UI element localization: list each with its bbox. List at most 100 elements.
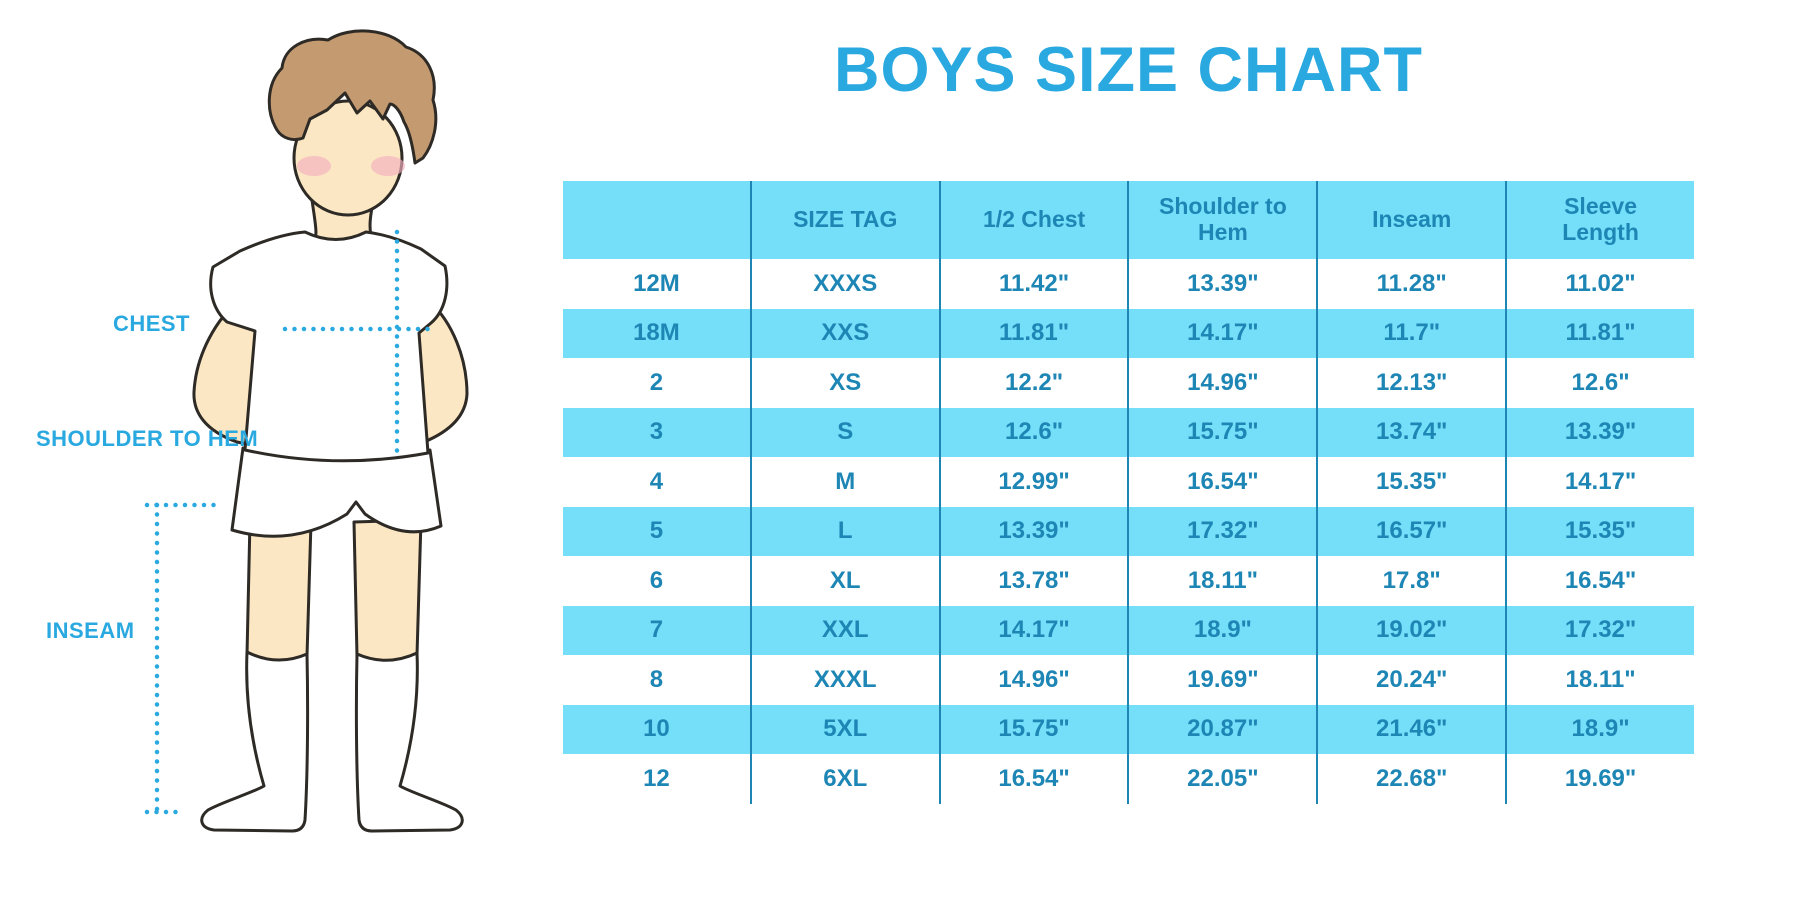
table-cell: 13.39" bbox=[938, 506, 1128, 556]
table-cell: 15.35" bbox=[1316, 457, 1505, 507]
table-header-cell bbox=[563, 181, 750, 259]
table-cell: 21.46" bbox=[1316, 704, 1505, 754]
table-cell: 18.11" bbox=[1127, 556, 1316, 606]
table-cell: 14.96" bbox=[938, 655, 1128, 705]
table-cell: 18.11" bbox=[1505, 655, 1694, 705]
table-cell: 12.99" bbox=[938, 457, 1128, 507]
boy-right-knee bbox=[352, 518, 423, 664]
table-cell: 6XL bbox=[749, 754, 939, 804]
table-header-cell: SIZE TAG bbox=[749, 181, 939, 259]
table-cell: 20.87" bbox=[1127, 704, 1316, 754]
table-cell: 13.39" bbox=[1127, 259, 1316, 309]
table-cell: M bbox=[749, 457, 939, 507]
table-cell: 20.24" bbox=[1316, 655, 1505, 705]
table-cell: 5 bbox=[649, 517, 664, 545]
table-cell: 13.39" bbox=[1505, 407, 1694, 457]
table-cell: 7 bbox=[649, 616, 664, 644]
table-cell: 17.32" bbox=[1505, 605, 1694, 655]
inseam-label: INSEAM bbox=[46, 618, 135, 643]
table-cell: 10 bbox=[643, 715, 670, 743]
table-cell: 18M bbox=[633, 319, 680, 347]
table-cell: 12.6" bbox=[1505, 358, 1694, 408]
table-cell: 5XL bbox=[749, 704, 939, 754]
table-cell: 18.9" bbox=[1127, 605, 1316, 655]
table-cell: 19.69" bbox=[1505, 754, 1694, 804]
boy-face bbox=[292, 99, 404, 217]
table-cell: 11.42" bbox=[938, 259, 1128, 309]
boy-left-cheek bbox=[297, 156, 331, 176]
table-cell: XS bbox=[749, 358, 939, 408]
table-header-cell: 1/2 Chest bbox=[938, 181, 1128, 259]
table-cell: 11.28" bbox=[1316, 259, 1505, 309]
size-row-2: 2 XS 12.2" 14.96" 12.13" 12.6" bbox=[563, 358, 1694, 408]
table-cell: 19.69" bbox=[1127, 655, 1316, 705]
table-cell: XXS bbox=[749, 308, 939, 358]
table-cell: 17.32" bbox=[1127, 506, 1316, 556]
boy-left-sock bbox=[200, 650, 310, 833]
boy-right-cheek bbox=[371, 156, 405, 176]
boy-right-sock bbox=[354, 651, 464, 833]
table-cell: 6 bbox=[649, 566, 664, 594]
boy-measurement-illustration bbox=[144, 29, 469, 833]
table-cell: XL bbox=[749, 556, 939, 606]
table-cell: 16.54" bbox=[938, 754, 1128, 804]
table-cell: XXXL bbox=[749, 655, 939, 705]
size-row-12M: 12M XXXS 11.42" 13.39" 11.28" 11.02" bbox=[563, 259, 1694, 309]
boy-hair bbox=[267, 29, 438, 165]
size-row-8: 8 XXXL 14.96" 19.69" 20.24" 18.11" bbox=[563, 655, 1694, 705]
table-cell: 17.8" bbox=[1316, 556, 1505, 606]
table-cell: 12 bbox=[643, 764, 670, 792]
table-header-cell: Inseam bbox=[1316, 181, 1505, 259]
table-cell: 2 bbox=[649, 368, 664, 396]
table-cell: 14.96" bbox=[1127, 358, 1316, 408]
table-cell: 19.02" bbox=[1316, 605, 1505, 655]
table-cell: 22.68" bbox=[1316, 754, 1505, 804]
boy-left-knee bbox=[245, 518, 313, 664]
table-header-cell: Sleeve Length bbox=[1505, 181, 1694, 259]
table-cell: 15.75" bbox=[1127, 407, 1316, 457]
table-cell: 11.7" bbox=[1316, 308, 1505, 358]
table-cell: 13.78" bbox=[938, 556, 1128, 606]
shoulder-to-hem-label: SHOULDER TO HEM bbox=[36, 426, 259, 451]
chest-label: CHEST bbox=[112, 311, 190, 336]
table-cell: 3 bbox=[649, 418, 664, 446]
table-cell: S bbox=[749, 407, 939, 457]
table-cell: 14.17" bbox=[1127, 308, 1316, 358]
table-cell: 22.05" bbox=[1127, 754, 1316, 804]
page-title: BOYS SIZE CHART bbox=[833, 35, 1424, 105]
table-cell: 11.81" bbox=[938, 308, 1128, 358]
table-cell: 16.54" bbox=[1505, 556, 1694, 606]
table-cell: 16.57" bbox=[1316, 506, 1505, 556]
boy-tshirt bbox=[209, 230, 449, 463]
table-cell: 16.54" bbox=[1127, 457, 1316, 507]
size-row-12: 12 6XL 16.54" 22.05" 22.68" 19.69" bbox=[563, 754, 1694, 804]
table-header-cell: Shoulder to Hem bbox=[1127, 181, 1316, 259]
table-cell: L bbox=[749, 506, 939, 556]
table-cell: 13.74" bbox=[1316, 407, 1505, 457]
table-cell: 15.75" bbox=[938, 704, 1128, 754]
table-cell: 18.9" bbox=[1505, 704, 1694, 754]
size-row-3: 3 S 12.6" 15.75" 13.74" 13.39" bbox=[563, 407, 1694, 457]
table-cell: 11.02" bbox=[1505, 259, 1694, 309]
table-cell: XXXS bbox=[749, 259, 939, 309]
table-cell: 14.17" bbox=[1505, 457, 1694, 507]
table-cell: 11.81" bbox=[1505, 308, 1694, 358]
table-cell: XXL bbox=[749, 605, 939, 655]
table-cell: 4 bbox=[649, 467, 664, 495]
boy-left-arm bbox=[192, 296, 260, 448]
table-cell: 15.35" bbox=[1505, 506, 1694, 556]
table-cell: 14.17" bbox=[938, 605, 1128, 655]
size-row-10: 10 5XL 15.75" 20.87" 21.46" 18.9" bbox=[563, 704, 1694, 754]
size-row-6: 6 XL 13.78" 18.11" 17.8" 16.54" bbox=[563, 556, 1694, 606]
size-row-5: 5 L 13.39" 17.32" 16.57" 15.35" bbox=[563, 506, 1694, 556]
size-table: SIZE TAG 1/2 Chest Shoulder to Hem Insea… bbox=[563, 181, 1694, 804]
size-row-7: 7 XXL 14.17" 18.9" 19.02" 17.32" bbox=[563, 605, 1694, 655]
table-cell: 12M bbox=[633, 269, 680, 297]
table-header-row: SIZE TAG 1/2 Chest Shoulder to Hem Insea… bbox=[563, 181, 1694, 259]
size-row-18M: 18M XXS 11.81" 14.17" 11.7" 11.81" bbox=[563, 308, 1694, 358]
table-cell: 8 bbox=[649, 665, 664, 693]
table-cell: 12.2" bbox=[938, 358, 1128, 408]
table-cell: 12.13" bbox=[1316, 358, 1505, 408]
table-cell: 12.6" bbox=[938, 407, 1128, 457]
